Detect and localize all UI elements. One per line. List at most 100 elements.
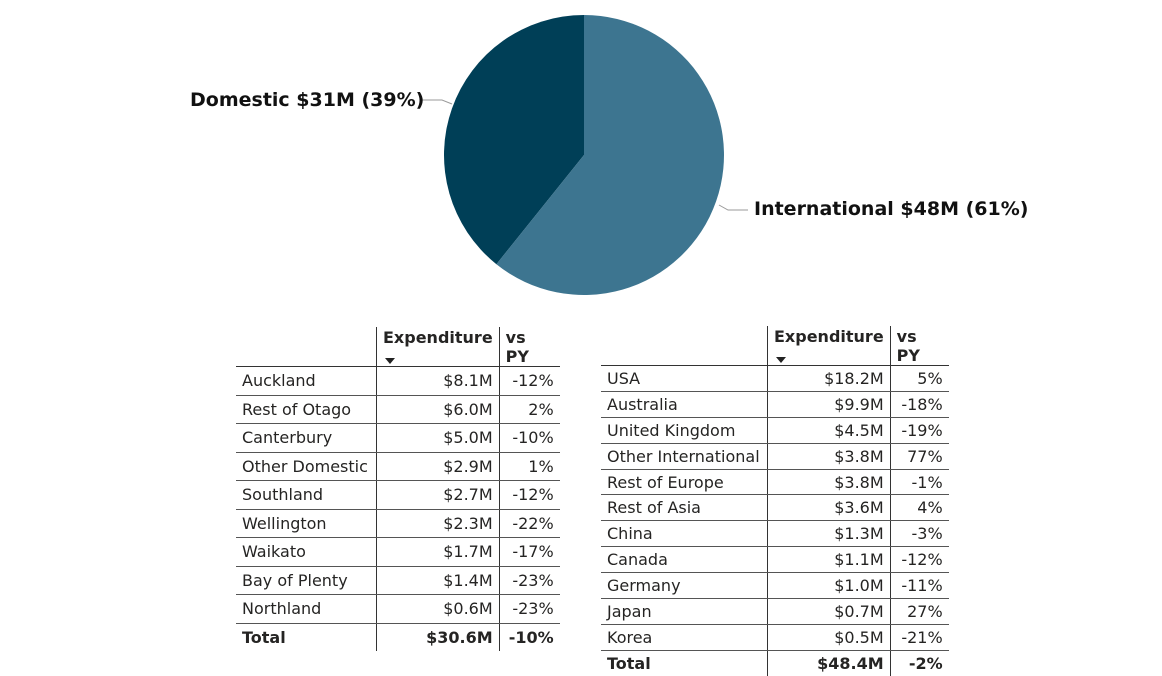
- row-name: Rest of Asia: [601, 494, 768, 522]
- row-expenditure: $0.6M: [376, 594, 500, 624]
- row-expenditure: $30.6M: [376, 623, 500, 651]
- table-row[interactable]: Rest of Asia $3.6M 4%: [601, 494, 949, 522]
- row-vs-py: -12%: [498, 366, 560, 396]
- international-expenditure-table: Expenditure vs PY USA $18.2M 5% Australia $9…: [601, 326, 949, 676]
- row-expenditure: $6.0M: [376, 395, 500, 424]
- table-row[interactable]: United Kingdom $4.5M -19%: [601, 417, 949, 444]
- row-name: Japan: [601, 598, 768, 625]
- pie-leader-line-domestic: [421, 99, 453, 105]
- row-name: Waikato: [236, 537, 377, 567]
- row-name: Bay of Plenty: [236, 566, 377, 595]
- table-total-row[interactable]: Total $30.6M -10%: [236, 623, 560, 651]
- row-expenditure: $0.5M: [767, 624, 891, 651]
- row-vs-py: -19%: [889, 417, 949, 444]
- row-name: Australia: [601, 391, 768, 418]
- domestic-table-body: Auckland $8.1M -12% Rest of Otago $6.0M 2% Can…: [236, 366, 560, 651]
- row-vs-py: -21%: [889, 624, 949, 651]
- row-expenditure: $2.3M: [376, 509, 500, 538]
- row-vs-py: -18%: [889, 391, 949, 418]
- domestic-expenditure-table: Expenditure vs PY Auckland $8.1M -12% Rest …: [236, 327, 560, 651]
- row-vs-py: 2%: [498, 395, 560, 424]
- row-name: Wellington: [236, 509, 377, 538]
- row-vs-py: -22%: [498, 509, 560, 538]
- row-name: Total: [607, 653, 651, 673]
- table-row[interactable]: Canterbury $5.0M -10%: [236, 423, 560, 453]
- row-expenditure: $3.6M: [767, 494, 891, 522]
- table-row[interactable]: Southland $2.7M -12%: [236, 480, 560, 510]
- row-name: Other International: [601, 443, 768, 470]
- table-row[interactable]: Germany $1.0M -11%: [601, 572, 949, 600]
- international-table-body: USA $18.2M 5% Australia $9.9M -18% United King…: [601, 365, 949, 676]
- row-vs-py: -10%: [498, 623, 560, 651]
- table-row[interactable]: Canada $1.1M -12%: [601, 546, 949, 574]
- row-name: Southland: [236, 480, 377, 510]
- table-row[interactable]: Other International $3.8M 77%: [601, 443, 949, 470]
- row-vs-py: -2%: [889, 650, 949, 676]
- row-name: Korea: [601, 624, 768, 651]
- row-vs-py: -23%: [498, 566, 560, 595]
- table-row[interactable]: Japan $0.7M 27%: [601, 598, 949, 625]
- row-name: Total: [242, 627, 286, 647]
- header-expenditure-label: Expenditure: [383, 328, 493, 347]
- row-vs-py: -3%: [889, 520, 949, 548]
- header-expenditure[interactable]: Expenditure: [376, 327, 500, 367]
- row-expenditure: $5.0M: [376, 423, 500, 453]
- row-vs-py: 27%: [889, 598, 949, 625]
- table-row[interactable]: Waikato $1.7M -17%: [236, 537, 560, 567]
- table-header-row: Expenditure vs PY: [601, 326, 949, 366]
- row-expenditure: $4.5M: [767, 417, 891, 444]
- table-header-row: Expenditure vs PY: [236, 327, 560, 367]
- pie-label-international: International $48M (61%): [754, 198, 1029, 220]
- table-row[interactable]: Rest of Europe $3.8M -1%: [601, 469, 949, 496]
- row-name: Auckland: [236, 366, 377, 396]
- row-vs-py: -1%: [889, 469, 949, 496]
- header-region: [236, 327, 377, 367]
- table-row[interactable]: Bay of Plenty $1.4M -23%: [236, 566, 560, 595]
- row-vs-py: -23%: [498, 594, 560, 624]
- table-total-row[interactable]: Total $48.4M -2%: [601, 650, 949, 676]
- pie-slice-domestic[interactable]: [444, 15, 584, 265]
- table-row[interactable]: Northland $0.6M -23%: [236, 594, 560, 624]
- header-market: [601, 326, 768, 366]
- table-row[interactable]: Rest of Otago $6.0M 2%: [236, 395, 560, 424]
- row-expenditure: $1.3M: [767, 520, 891, 548]
- header-expenditure[interactable]: Expenditure: [767, 326, 891, 366]
- sort-descending-icon[interactable]: [385, 358, 395, 364]
- row-expenditure: $1.1M: [767, 546, 891, 574]
- row-name: Germany: [601, 572, 768, 600]
- row-name: Rest of Europe: [601, 469, 768, 496]
- table-row[interactable]: Australia $9.9M -18%: [601, 391, 949, 418]
- table-row[interactable]: Korea $0.5M -21%: [601, 624, 949, 651]
- table-row[interactable]: USA $18.2M 5%: [601, 365, 949, 392]
- header-vs-py[interactable]: vs PY: [498, 327, 560, 367]
- row-expenditure: $8.1M: [376, 366, 500, 396]
- row-name: Canterbury: [236, 423, 377, 453]
- row-name: Canada: [601, 546, 768, 574]
- table-row[interactable]: Auckland $8.1M -12%: [236, 366, 560, 396]
- row-vs-py: -11%: [889, 572, 949, 600]
- row-expenditure: $18.2M: [767, 365, 891, 392]
- sort-descending-icon[interactable]: [776, 357, 786, 363]
- row-name: USA: [601, 365, 768, 392]
- table-row[interactable]: China $1.3M -3%: [601, 520, 949, 548]
- row-vs-py: -17%: [498, 537, 560, 567]
- row-vs-py: 77%: [889, 443, 949, 470]
- table-row[interactable]: Wellington $2.3M -22%: [236, 509, 560, 538]
- row-expenditure: $48.4M: [767, 650, 891, 676]
- header-vs-py[interactable]: vs PY: [889, 326, 949, 366]
- row-expenditure: $3.8M: [767, 443, 891, 470]
- pie-slice-international[interactable]: [496, 15, 724, 295]
- row-expenditure: $1.0M: [767, 572, 891, 600]
- row-expenditure: $1.7M: [376, 537, 500, 567]
- row-vs-py: -10%: [498, 423, 560, 453]
- row-expenditure: $3.8M: [767, 469, 891, 496]
- row-expenditure: $0.7M: [767, 598, 891, 625]
- row-expenditure: $9.9M: [767, 391, 891, 418]
- row-expenditure: $2.9M: [376, 452, 500, 481]
- table-row[interactable]: Other Domestic $2.9M 1%: [236, 452, 560, 481]
- row-name: China: [601, 520, 768, 548]
- row-expenditure: $2.7M: [376, 480, 500, 510]
- row-vs-py: -12%: [889, 546, 949, 574]
- pie-slices: [444, 15, 724, 295]
